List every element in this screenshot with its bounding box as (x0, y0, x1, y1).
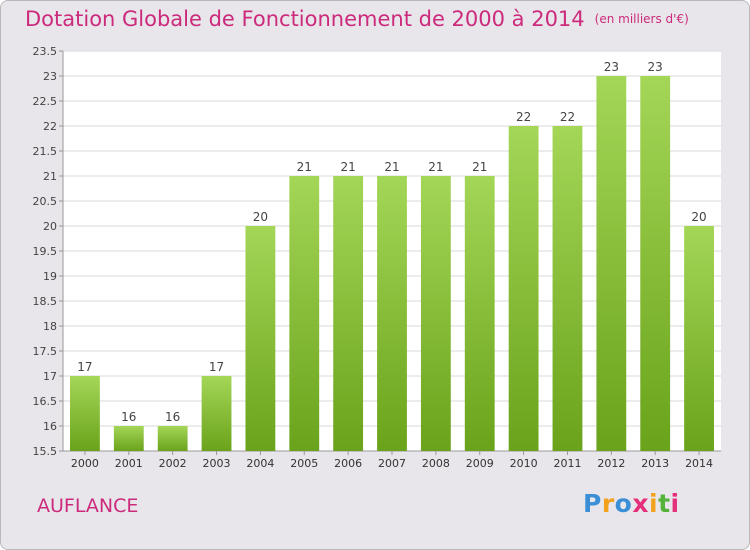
bar (596, 76, 627, 451)
y-tick-label: 18.5 (33, 295, 58, 308)
data-label: 22 (516, 110, 531, 124)
bar (420, 176, 451, 451)
x-tick-label: 2009 (466, 457, 494, 470)
y-tick-label: 23.5 (33, 45, 58, 58)
bar (113, 426, 144, 451)
data-label: 17 (77, 360, 92, 374)
y-tick-label: 21 (43, 170, 57, 183)
bar (201, 376, 232, 451)
bar (508, 126, 539, 451)
logo-letter: P (583, 489, 602, 518)
logo-letter: x (632, 489, 649, 518)
y-tick-label: 16 (43, 420, 57, 433)
data-label: 21 (428, 160, 443, 174)
data-label: 23 (648, 60, 663, 74)
x-tick-label: 2013 (641, 457, 669, 470)
x-tick-label: 2005 (290, 457, 318, 470)
bar (70, 376, 100, 451)
bar (464, 176, 495, 451)
chart-title: Dotation Globale de Fonctionnement de 20… (25, 7, 689, 31)
bar (289, 176, 320, 451)
chart-title-text: Dotation Globale de Fonctionnement de 20… (25, 7, 585, 31)
logo-letter: r (601, 489, 615, 518)
y-tick-label: 19.5 (33, 245, 58, 258)
x-tick-label: 2006 (334, 457, 362, 470)
bar (333, 176, 364, 451)
y-tick-label: 22.5 (33, 95, 58, 108)
y-tick-label: 15.5 (33, 445, 58, 458)
data-label: 22 (560, 110, 575, 124)
bar (552, 126, 583, 451)
data-label: 16 (165, 410, 180, 424)
y-tick-label: 17 (43, 370, 57, 383)
x-tick-label: 2014 (685, 457, 713, 470)
bar (684, 226, 714, 451)
data-label: 17 (209, 360, 224, 374)
data-label: 21 (384, 160, 399, 174)
x-tick-label: 2002 (159, 457, 187, 470)
y-tick-label: 21.5 (33, 145, 58, 158)
y-tick-label: 19 (43, 270, 57, 283)
x-tick-label: 2001 (115, 457, 143, 470)
data-label: 20 (691, 210, 706, 224)
logo-letter: t (658, 489, 671, 518)
data-label: 20 (253, 210, 268, 224)
y-tick-label: 18 (43, 320, 57, 333)
place-name: AUFLANCE (37, 495, 139, 517)
chart-unit: (en milliers d'€) (594, 12, 689, 26)
data-label: 16 (121, 410, 136, 424)
x-tick-label: 2008 (422, 457, 450, 470)
bar (157, 426, 188, 451)
y-tick-label: 17.5 (33, 345, 58, 358)
logo-letter: o (614, 489, 633, 518)
data-label: 21 (340, 160, 355, 174)
x-tick-label: 2011 (553, 457, 581, 470)
data-label: 21 (297, 160, 312, 174)
x-tick-label: 2007 (378, 457, 406, 470)
x-tick-label: 2003 (203, 457, 231, 470)
proxiti-logo: Proxiti (583, 489, 680, 518)
data-label: 23 (604, 60, 619, 74)
bar (640, 76, 671, 451)
x-tick-label: 2000 (71, 457, 99, 470)
x-tick-label: 2004 (246, 457, 274, 470)
y-tick-label: 23 (43, 70, 57, 83)
bar (377, 176, 407, 451)
x-tick-label: 2010 (510, 457, 538, 470)
x-tick-label: 2012 (597, 457, 625, 470)
y-tick-label: 16.5 (33, 395, 58, 408)
y-tick-label: 20.5 (33, 195, 58, 208)
y-tick-label: 20 (43, 220, 57, 233)
bar (245, 226, 276, 451)
data-label: 21 (472, 160, 487, 174)
logo-letter: i (670, 489, 680, 518)
y-tick-label: 22 (43, 120, 57, 133)
logo-letter: i (649, 489, 659, 518)
